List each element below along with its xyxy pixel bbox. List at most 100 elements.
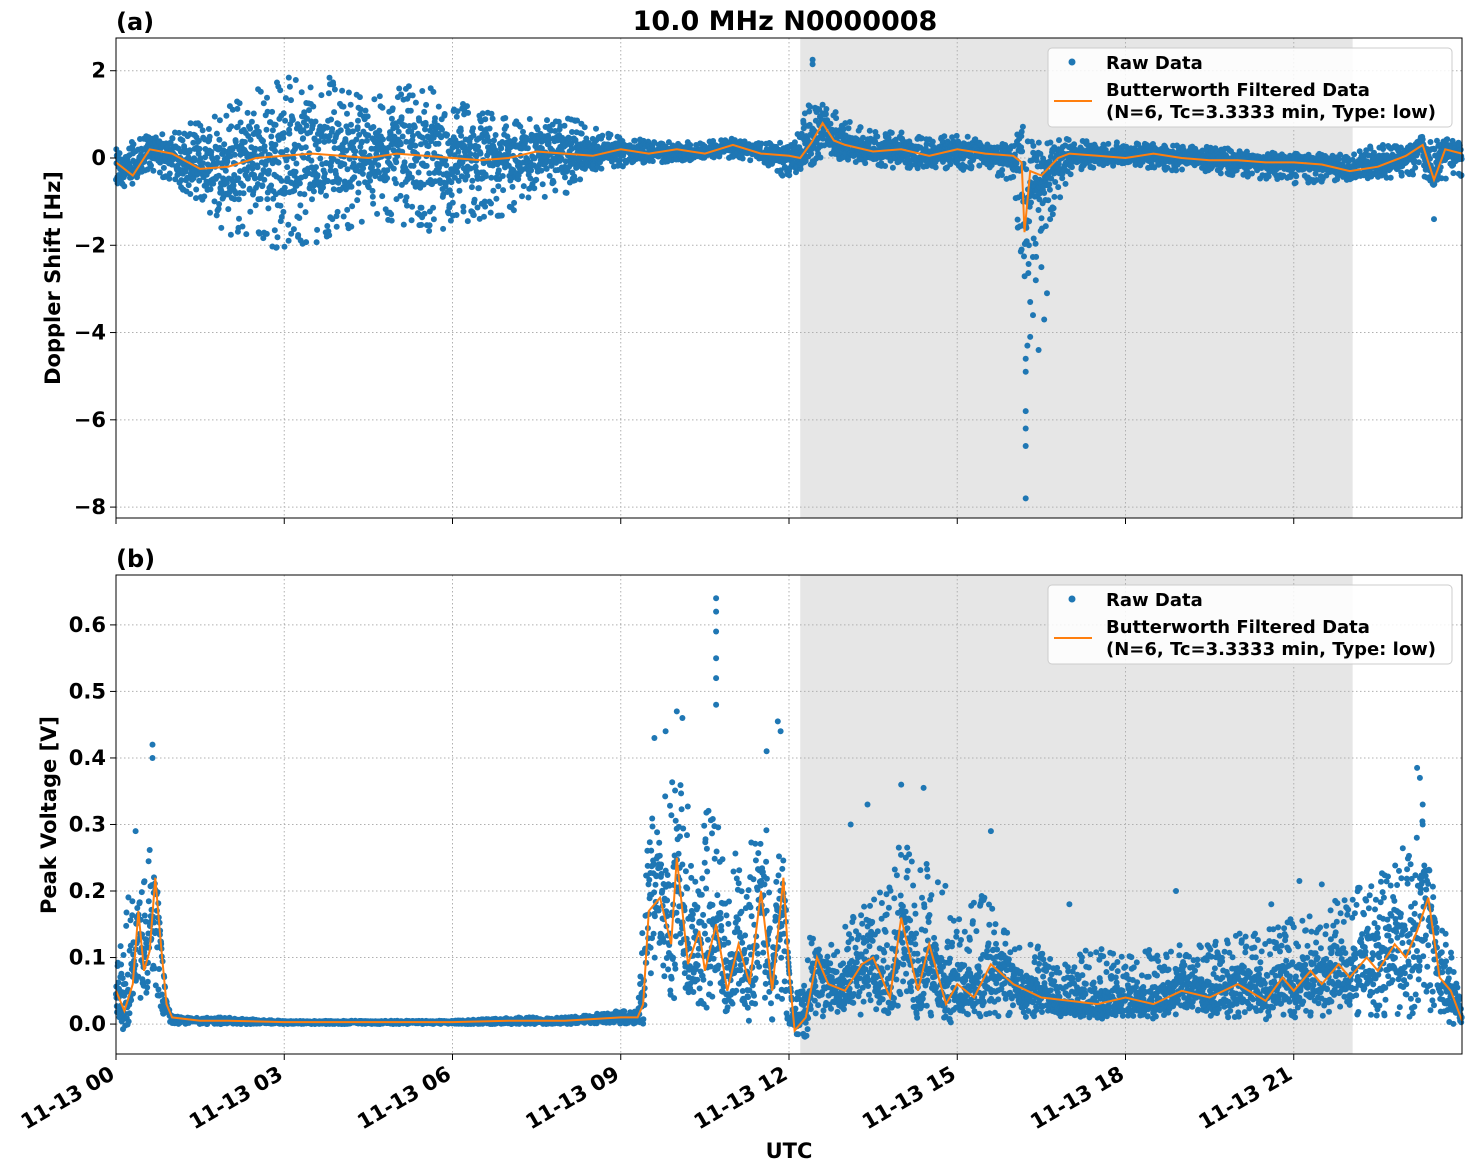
raw-data-point (370, 200, 377, 207)
raw-data-point (593, 125, 599, 132)
raw-data-point (1035, 139, 1042, 146)
raw-data-point (351, 174, 358, 181)
raw-data-point (264, 94, 270, 101)
raw-data-point (1049, 211, 1056, 218)
raw-data-point (544, 117, 550, 124)
raw-data-point (786, 172, 793, 179)
raw-data-point (306, 107, 312, 114)
raw-data-point (632, 137, 638, 144)
raw-data-point (159, 131, 166, 138)
raw-data-point (323, 160, 330, 167)
raw-data-point (354, 124, 361, 131)
raw-data-point (291, 187, 298, 194)
raw-data-point (1415, 159, 1422, 166)
raw-data-point (400, 221, 407, 228)
raw-data-point (525, 194, 532, 201)
raw-data-point (964, 133, 971, 140)
raw-data-point (1025, 261, 1032, 267)
raw-data-point (318, 92, 325, 99)
raw-data-point (541, 193, 548, 200)
raw-data-point (822, 111, 829, 118)
raw-data-point (280, 208, 287, 215)
raw-data-point (1033, 253, 1040, 260)
raw-data-point (355, 189, 362, 196)
raw-data-point (418, 221, 425, 228)
raw-data-point (179, 137, 186, 144)
raw-data-point (423, 162, 430, 169)
raw-data-point (410, 162, 417, 169)
raw-data-point (292, 77, 299, 83)
raw-data-point (1173, 167, 1180, 174)
raw-data-point (1427, 139, 1434, 145)
raw-data-point (747, 157, 754, 164)
raw-data-point (369, 193, 376, 200)
raw-data-point (791, 139, 798, 146)
raw-data-point (185, 182, 192, 189)
raw-data-point (598, 165, 605, 172)
raw-data-point (195, 137, 202, 144)
raw-data-point (244, 109, 251, 116)
raw-data-point (401, 159, 408, 166)
raw-data-point (932, 164, 939, 171)
raw-data-point (1030, 235, 1037, 242)
raw-data-point (443, 162, 450, 169)
raw-data-point (1065, 136, 1072, 143)
raw-data-point (309, 196, 315, 203)
raw-data-point (296, 215, 303, 221)
raw-data-point (197, 122, 204, 129)
raw-data-point (687, 142, 694, 148)
raw-data-point (430, 216, 437, 223)
raw-data-point (866, 127, 873, 134)
raw-data-point (272, 148, 279, 155)
raw-data-point (252, 145, 259, 152)
raw-data-point (261, 147, 268, 154)
raw-data-point (456, 187, 463, 194)
raw-data-point (1045, 197, 1052, 204)
raw-data-point (345, 89, 352, 96)
raw-data-point (268, 133, 275, 140)
raw-data-point (228, 123, 235, 130)
raw-data-point (178, 177, 185, 184)
raw-data-point (1055, 184, 1062, 191)
raw-data-point (331, 86, 338, 93)
raw-data-point (370, 124, 377, 130)
raw-data-point (361, 149, 368, 156)
raw-data-point (166, 175, 173, 182)
raw-data-point (200, 160, 206, 167)
raw-data-point (1398, 172, 1405, 179)
raw-data-point (358, 218, 365, 225)
raw-data-point (249, 165, 256, 172)
raw-data-point (192, 157, 199, 164)
raw-data-point (1071, 141, 1078, 148)
raw-data-point (272, 121, 279, 128)
raw-data-point (1025, 270, 1032, 277)
raw-data-point (395, 128, 402, 135)
raw-data-point (479, 110, 486, 117)
raw-data-point (1105, 140, 1112, 147)
raw-data-point (482, 173, 489, 180)
raw-data-point (380, 136, 386, 143)
raw-data-point (898, 129, 905, 136)
raw-data-point (260, 235, 267, 242)
raw-data-point (281, 184, 288, 191)
raw-data-point (449, 199, 456, 206)
raw-data-point (492, 132, 499, 138)
raw-data-point (1019, 123, 1026, 130)
raw-data-point (649, 158, 656, 165)
raw-data-point (211, 113, 218, 120)
raw-data-point (331, 109, 338, 116)
raw-data-point (256, 230, 263, 237)
panel-a: −8−6−4−202 (a) Doppler Shift [Hz] Raw Da… (41, 8, 1465, 524)
raw-data-point (347, 101, 354, 108)
raw-data-point (487, 209, 494, 216)
raw-data-point (253, 124, 260, 130)
raw-data-point (277, 202, 284, 209)
raw-data-point (862, 160, 869, 167)
raw-data-point (264, 196, 271, 203)
raw-data-point (421, 210, 428, 217)
raw-data-point (929, 138, 936, 145)
raw-data-point (205, 126, 212, 132)
raw-data-point (288, 97, 294, 104)
raw-data-point (889, 164, 896, 171)
raw-data-point (1050, 205, 1057, 212)
